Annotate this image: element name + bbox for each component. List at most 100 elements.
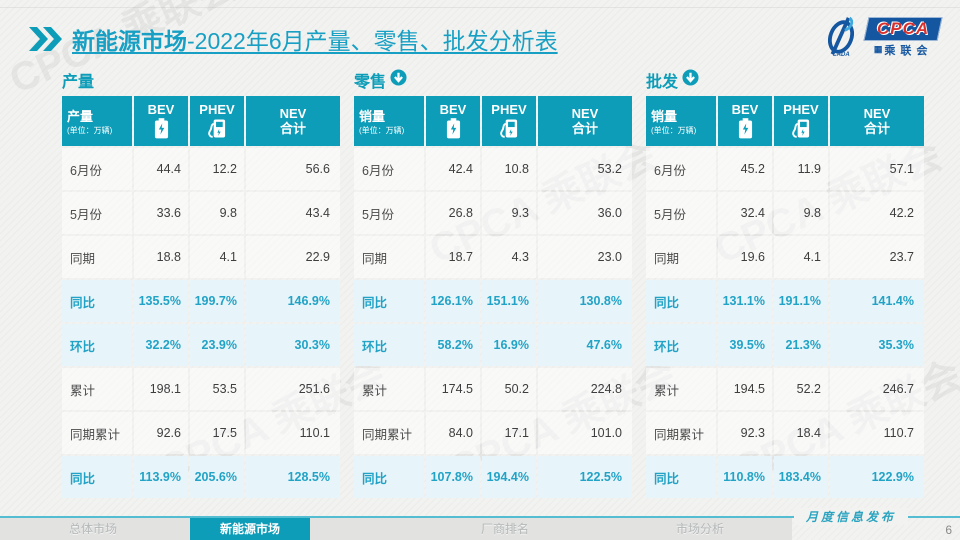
nev-total-value: 101.0 [538, 412, 632, 454]
table-row: 6月份 42.4 10.8 53.2 [354, 148, 632, 190]
table-row: 环比 39.5% 21.3% 35.3% [646, 324, 924, 366]
phev-value: 21.3% [774, 324, 828, 366]
tables-row: 产量 产量 (单位：万辆) BEV [62, 68, 924, 500]
row-label: 累计 [646, 368, 716, 410]
battery-icon [154, 118, 168, 139]
bev-value: 110.8% [718, 456, 772, 498]
row-label: 5月份 [62, 192, 132, 234]
cpca-badge: CPCA [863, 16, 943, 41]
bev-column-header: BEV [134, 96, 188, 146]
bev-value: 126.1% [426, 280, 480, 322]
bev-value: 174.5 [426, 368, 480, 410]
nev-total-value: 122.5% [538, 456, 632, 498]
nev-total-value: 224.8 [538, 368, 632, 410]
nev-total-value: 23.7 [830, 236, 924, 278]
table-header-row: 产量 (单位：万辆) BEV PHEV [62, 96, 340, 146]
row-label: 同比 [62, 280, 132, 322]
table-row: 同比 131.1% 191.1% 141.4% [646, 280, 924, 322]
bev-column-header: BEV [426, 96, 480, 146]
nev-total-value: 53.2 [538, 148, 632, 190]
table-row: 5月份 32.4 9.8 42.2 [646, 192, 924, 234]
table-header-row: 销量 (单位：万辆) BEV PHEV [646, 96, 924, 146]
bev-value: 58.2% [426, 324, 480, 366]
table-row: 同期 19.6 4.1 23.7 [646, 236, 924, 278]
nev-total-value: 56.6 [246, 148, 340, 190]
row-label: 环比 [354, 324, 424, 366]
row-label: 同期 [354, 236, 424, 278]
nev-total-value: 122.9% [830, 456, 924, 498]
bev-value: 194.5 [718, 368, 772, 410]
nev-column-header: NEV 合计 [830, 96, 924, 146]
bev-value: 39.5% [718, 324, 772, 366]
row-label: 6月份 [646, 148, 716, 190]
table-row: 同期累计 92.3 18.4 110.7 [646, 412, 924, 454]
table-corner-cell: 销量 (单位：万辆) [646, 96, 716, 146]
row-label: 同期累计 [354, 412, 424, 454]
table-row: 累计 194.5 52.2 246.7 [646, 368, 924, 410]
bev-value: 32.4 [718, 192, 772, 234]
row-label: 累计 [62, 368, 132, 410]
phev-value: 9.8 [190, 192, 244, 234]
table-row: 环比 32.2% 23.9% 30.3% [62, 324, 340, 366]
page-title-highlight: 新能源市场 [72, 28, 187, 54]
section-header: 批发 [646, 68, 924, 92]
row-label: 同期累计 [646, 412, 716, 454]
table-row: 6月份 44.4 12.2 56.6 [62, 148, 340, 190]
nev-total-value: 36.0 [538, 192, 632, 234]
row-label: 同比 [354, 456, 424, 498]
retail-table: 销量 (单位：万辆) BEV PHEV [354, 96, 632, 498]
phev-value: 23.9% [190, 324, 244, 366]
footer-tab[interactable]: 总体市场 [68, 522, 117, 536]
row-label: 环比 [646, 324, 716, 366]
table-row: 同期 18.7 4.3 23.0 [354, 236, 632, 278]
nev-total-value: 43.4 [246, 192, 340, 234]
footer-tab[interactable]: 新能源市场 [190, 518, 310, 540]
footer-tab[interactable]: 厂商排名 [480, 522, 529, 536]
phev-value: 12.2 [190, 148, 244, 190]
slide-header: 新能源市场-2022年6月产量、零售、批发分析表 [28, 22, 558, 56]
bev-value: 18.7 [426, 236, 480, 278]
phev-value: 4.1 [774, 236, 828, 278]
battery-icon [446, 118, 460, 139]
nev-total-value: 246.7 [830, 368, 924, 410]
table-row: 同比 113.9% 205.6% 128.5% [62, 456, 340, 498]
top-divider [0, 7, 960, 8]
nev-total-value: 110.1 [246, 412, 340, 454]
section-title: 零售 [354, 74, 387, 91]
footer-tab[interactable]: 市场分析 [675, 522, 724, 536]
nev-total-value: 42.2 [830, 192, 924, 234]
page-title-rest: -2022年6月产量、零售、批发分析表 [187, 28, 558, 54]
table-body: 6月份 42.4 10.8 53.2 5月份 26.8 9.3 36.0 同期 18.7 4.3 23… [354, 148, 632, 498]
row-label: 同期累计 [62, 412, 132, 454]
wholesale-table: 销量 (单位：万辆) BEV PHEV [646, 96, 924, 498]
phev-value: 194.4% [482, 456, 536, 498]
section-title: 产量 [62, 74, 95, 91]
bev-value: 33.6 [134, 192, 188, 234]
row-label: 环比 [62, 324, 132, 366]
phev-value: 151.1% [482, 280, 536, 322]
table-row: 同比 110.8% 183.4% 122.9% [646, 456, 924, 498]
phev-value: 4.3 [482, 236, 536, 278]
table-corner-cell: 销量 (单位：万辆) [354, 96, 424, 146]
table-row: 5月份 33.6 9.8 43.4 [62, 192, 340, 234]
phev-value: 9.8 [774, 192, 828, 234]
footer-tab-bar: 总体市场 新能源市场 厂商排名 市场分析 [0, 518, 792, 540]
phev-value: 199.7% [190, 280, 244, 322]
nev-total-value: 47.6% [538, 324, 632, 366]
bev-value: 135.5% [134, 280, 188, 322]
cada-caption: CADA [832, 52, 850, 58]
cpca-logo: CADA CPCA ▦ 乘联会 [820, 12, 946, 62]
bev-value: 26.8 [426, 192, 480, 234]
phev-value: 50.2 [482, 368, 536, 410]
phev-value: 183.4% [774, 456, 828, 498]
nev-total-value: 130.8% [538, 280, 632, 322]
row-label: 同比 [62, 456, 132, 498]
bev-value: 92.3 [718, 412, 772, 454]
table-row: 6月份 45.2 11.9 57.1 [646, 148, 924, 190]
charging-station-icon [500, 119, 518, 138]
down-arrow-icon [682, 69, 699, 91]
battery-icon [738, 118, 752, 139]
nev-total-value: 35.3% [830, 324, 924, 366]
nev-total-value: 128.5% [246, 456, 340, 498]
